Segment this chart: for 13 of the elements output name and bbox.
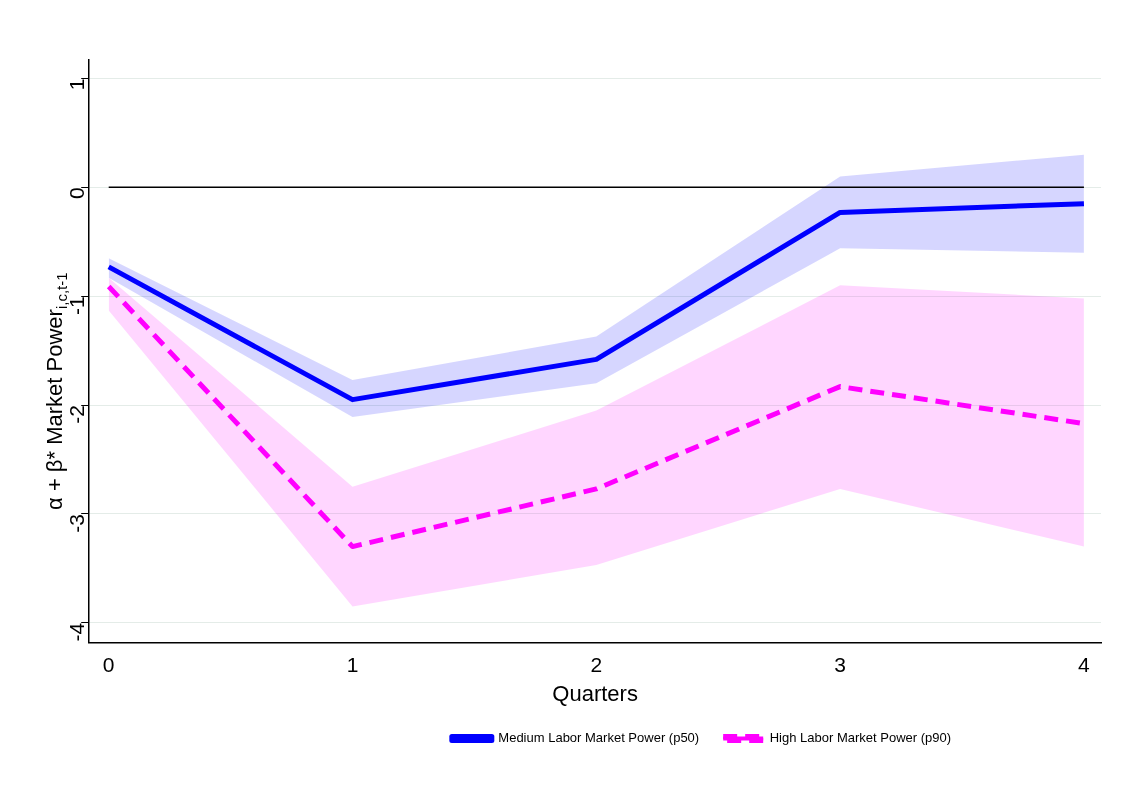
x-axis-title: Quarters — [552, 680, 638, 706]
y-tick-label: 0 — [65, 187, 88, 200]
y-tick-label: -4 — [65, 622, 88, 642]
y-tick-label: -3 — [65, 513, 88, 533]
y-tick-label: 1 — [65, 78, 88, 91]
x-tick-label: 3 — [834, 652, 846, 676]
legend-label: Medium Labor Market Power (p50) — [498, 730, 700, 746]
x-tick-label: 2 — [590, 652, 603, 676]
x-tick-label: 1 — [346, 652, 359, 676]
x-tick-label: 0 — [102, 652, 115, 676]
y-tick-label: -2 — [65, 405, 88, 424]
x-tick-label: 4 — [1078, 652, 1091, 676]
legend-label: High Labor Market Power (p90) — [769, 730, 952, 746]
